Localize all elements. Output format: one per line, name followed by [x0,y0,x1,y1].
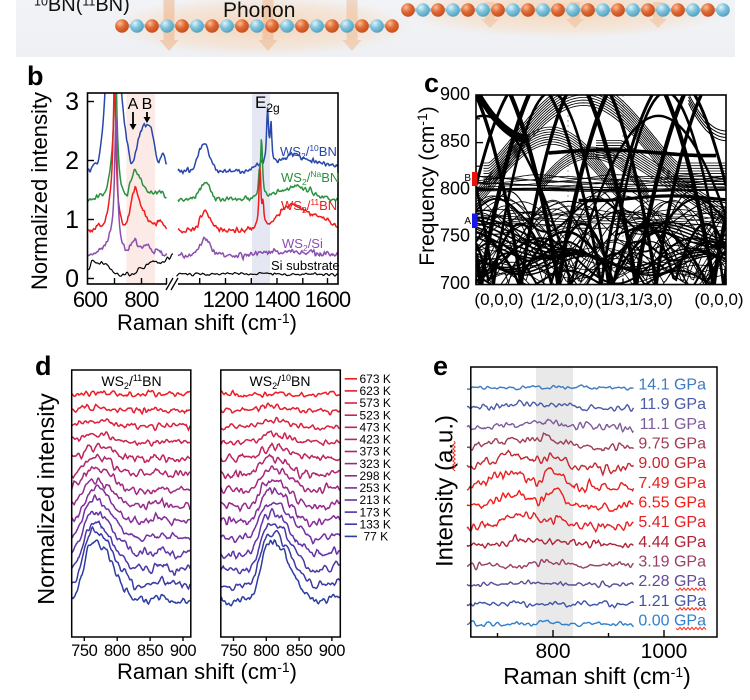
svg-text:2.28 GPa: 2.28 GPa [638,573,706,590]
svg-text:850: 850 [286,642,313,660]
svg-text:133 K: 133 K [360,517,391,531]
svg-text:573 K: 573 K [360,396,391,410]
svg-text:2: 2 [65,147,79,175]
svg-text:900: 900 [319,642,346,660]
svg-text:(0,0,0): (0,0,0) [694,290,743,309]
svg-text:1: 1 [65,206,79,234]
svg-text:523 K: 523 K [360,408,391,422]
svg-text:3.19 GPa: 3.19 GPa [638,554,706,571]
svg-text:1400: 1400 [254,287,300,312]
svg-text:B: B [464,173,471,184]
svg-text:e: e [433,351,448,381]
svg-text:WS2/Si: WS2/Si [282,236,323,253]
svg-text:0.00 GPa: 0.00 GPa [638,613,706,630]
svg-text:373 K: 373 K [360,445,391,459]
svg-text:11.1 GPa: 11.1 GPa [640,416,707,433]
svg-text:Frequency (cm-1): Frequency (cm-1) [414,106,439,266]
svg-text:900: 900 [170,642,197,660]
svg-text:750: 750 [71,642,98,660]
svg-text:600: 600 [73,287,108,312]
svg-text:423 K: 423 K [360,433,391,447]
svg-text:9.75 GPa: 9.75 GPa [638,436,706,453]
svg-text:750: 750 [440,226,470,246]
svg-text:14.1 GPa: 14.1 GPa [638,377,706,394]
svg-text:Intensity (a.u.): Intensity (a.u.) [432,415,459,567]
svg-text:WS2/10BN: WS2/10BN [250,373,311,391]
svg-text:Raman shift (cm-1): Raman shift (cm-1) [117,659,297,684]
svg-text:473 K: 473 K [360,421,391,435]
svg-text:173 K: 173 K [360,505,391,519]
svg-text:673 K: 673 K [360,372,391,386]
svg-text:3: 3 [65,88,79,116]
svg-text:253 K: 253 K [360,481,391,495]
svg-text:A: A [128,96,139,113]
svg-text:WS2/11BN: WS2/11BN [101,373,161,391]
svg-text:5.41 GPa: 5.41 GPa [638,514,706,531]
svg-text:1200: 1200 [203,287,249,312]
svg-text:c: c [424,68,439,98]
svg-text:213 K: 213 K [360,493,391,507]
svg-text:1600: 1600 [305,287,351,312]
svg-text:1000: 1000 [641,640,688,663]
svg-text:800: 800 [104,642,131,660]
svg-text:Raman shift (cm-1): Raman shift (cm-1) [117,310,297,335]
svg-text:Raman shift (cm-1): Raman shift (cm-1) [503,663,691,689]
svg-text:WS2/10BN: WS2/10BN [280,143,337,161]
svg-text:623 K: 623 K [360,384,391,398]
svg-text:WS2/11BN: WS2/11BN [281,197,337,215]
svg-text:700: 700 [440,273,470,293]
svg-text:A: A [464,216,471,227]
svg-text:B: B [142,96,153,113]
svg-text:d: d [35,351,52,381]
svg-text:900: 900 [440,84,470,104]
svg-text:WS2/NaBN: WS2/NaBN [281,169,339,187]
svg-text:9.00 GPa: 9.00 GPa [638,455,706,472]
svg-text:6.55 GPa: 6.55 GPa [638,495,706,512]
svg-text:298 K: 298 K [360,469,391,483]
svg-text:(0,0,0): (0,0,0) [474,290,523,309]
svg-text:(1/2,0,0): (1/2,0,0) [530,290,593,309]
svg-text:(1/3,1/3,0): (1/3,1/3,0) [595,290,673,309]
svg-text:Phonon: Phonon [223,0,295,22]
svg-text:11.9 GPa: 11.9 GPa [640,396,707,413]
svg-text:Normalized intensity: Normalized intensity [27,92,52,290]
svg-text:4.44 GPa: 4.44 GPa [638,534,706,551]
svg-text:800: 800 [440,178,470,198]
svg-text:800: 800 [124,287,159,312]
svg-text:0: 0 [65,265,79,293]
svg-text:Si substrate: Si substrate [271,258,340,273]
svg-text:850: 850 [440,131,470,151]
svg-text:77 K: 77 K [364,530,389,544]
svg-text:b: b [27,61,44,91]
svg-text:800: 800 [253,642,280,660]
svg-text:850: 850 [137,642,164,660]
svg-text:1.21 GPa: 1.21 GPa [638,593,706,610]
svg-text:Normalized intensity: Normalized intensity [33,393,59,605]
svg-text:7.49 GPa: 7.49 GPa [638,475,706,492]
svg-text:750: 750 [220,642,247,660]
svg-text:10BN(11BN): 10BN(11BN) [34,0,130,16]
svg-text:323 K: 323 K [360,457,391,471]
svg-text:800: 800 [535,640,570,663]
